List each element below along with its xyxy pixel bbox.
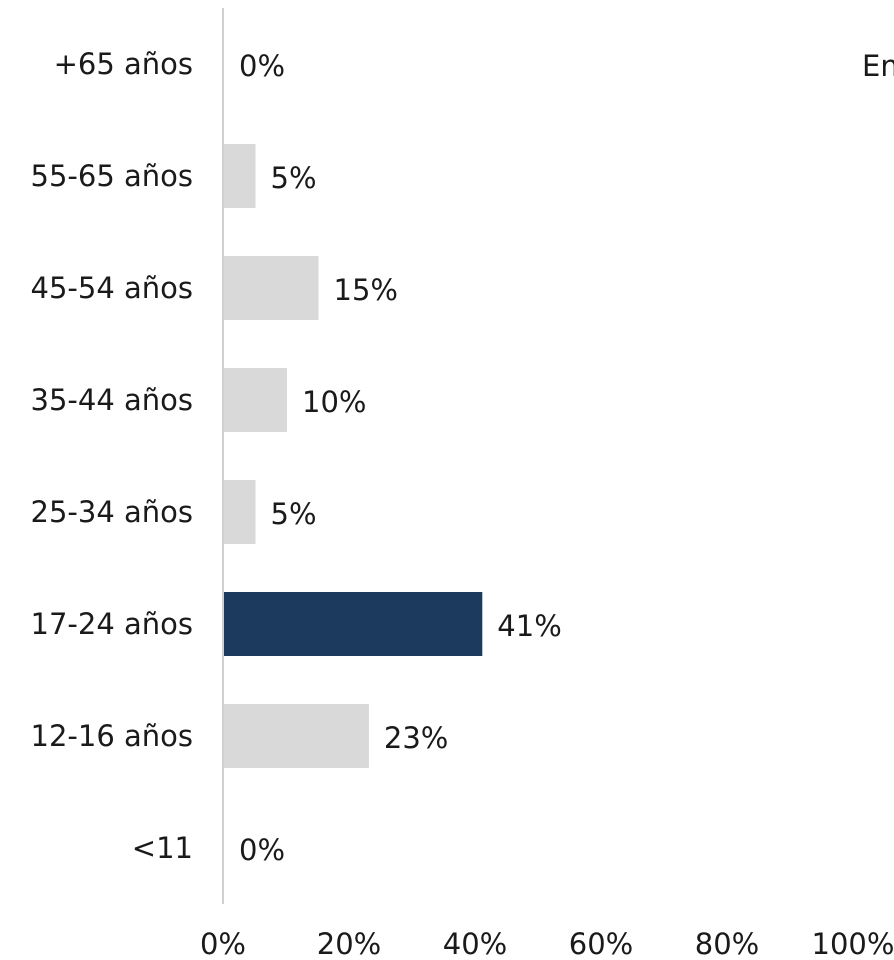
corner-text: En [862,49,894,83]
bar-45-54-a-os [224,256,319,320]
bar-17-24-a-os [224,592,483,656]
category-label-35-44-a-os: 35-44 años [31,383,194,417]
category-labels: +65 años 55-65 años 45-54 años 35-44 años 25… [31,47,194,865]
value-label-45-54-a-os: 15% [334,273,398,307]
x-tick-label-40: 40% [443,927,507,960]
x-tick-label-20: 20% [317,927,381,960]
value-label-55-65-a-os: 5% [271,161,317,195]
category-label-11: <11 [132,831,193,865]
category-label-55-65-a-os: 55-65 años [31,159,194,193]
category-label-17-24-a-os: 17-24 años [31,607,194,641]
x-tick-label-100: 100% [812,927,894,960]
bar-55-65-a-os [224,144,256,208]
value-label-25-34-a-os: 5% [271,497,317,531]
x-tick-label-60: 60% [569,927,633,960]
x-tick-label-0: 0% [200,927,246,960]
category-label-25-34-a-os: 25-34 años [31,495,194,529]
value-label-17-24-a-os: 41% [497,609,561,643]
category-label-12-16-a-os: 12-16 años [31,719,194,753]
value-labels: 0% 5% 15% 10% 5% 41% 23% 0% [239,49,562,867]
bars-group [224,144,483,768]
value-label-11: 0% [239,833,285,867]
bar-35-44-a-os [224,368,287,432]
value-label-65-a-os: 0% [239,49,285,83]
x-axis-tick-labels: 0% 20% 40% 60% 80% 100% [200,927,894,960]
value-label-35-44-a-os: 10% [302,385,366,419]
bar-25-34-a-os [224,480,256,544]
x-tick-label-80: 80% [695,927,759,960]
category-label-45-54-a-os: 45-54 años [31,271,194,305]
category-label-65-a-os: +65 años [54,47,193,81]
bar-12-16-a-os [224,704,369,768]
value-label-12-16-a-os: 23% [384,721,448,755]
